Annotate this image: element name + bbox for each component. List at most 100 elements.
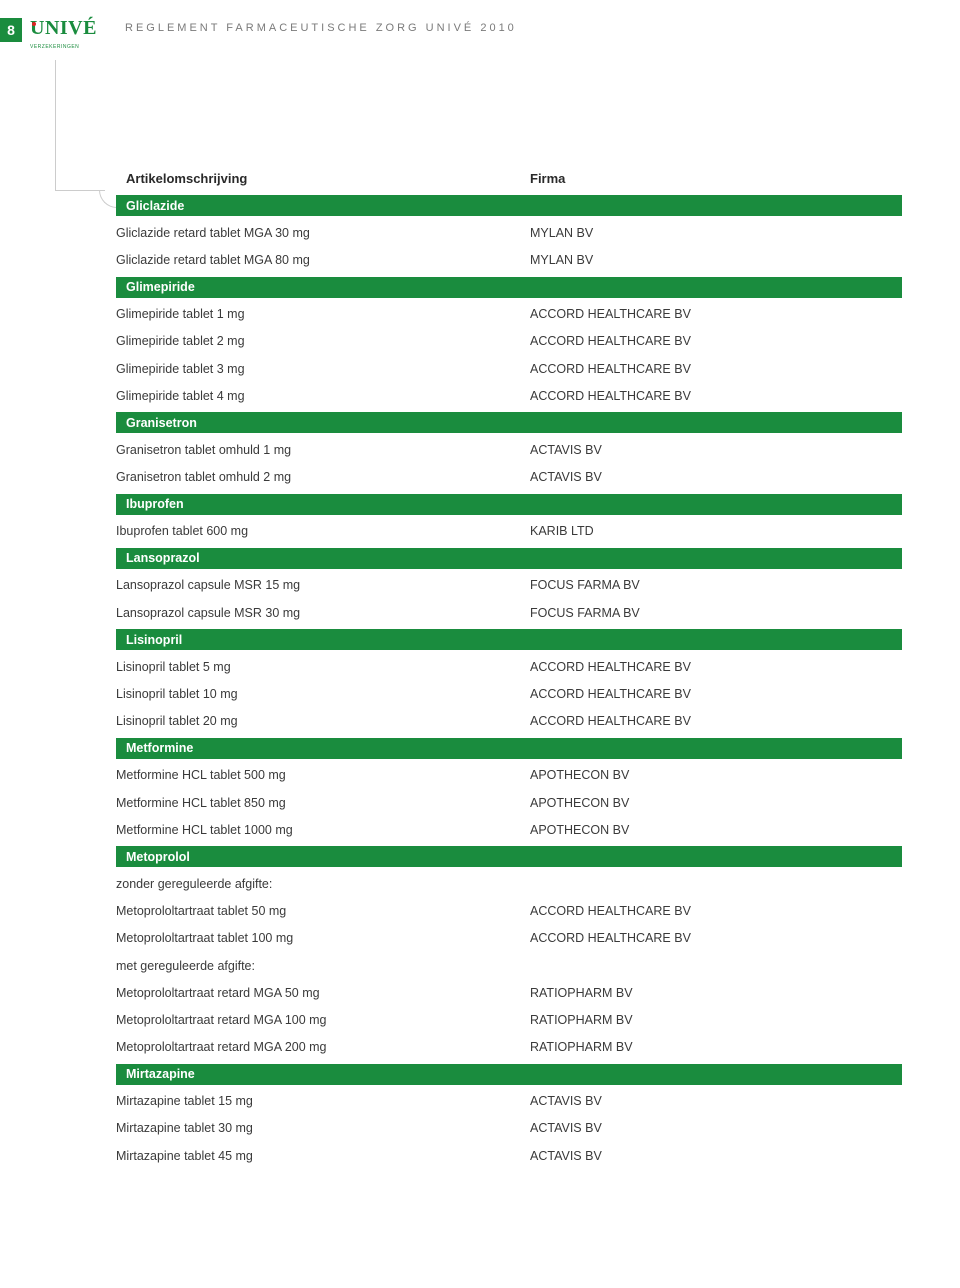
cell-article: Granisetron tablet omhuld 1 mg [116,443,526,457]
cell-article: Lansoprazol capsule MSR 30 mg [116,606,526,620]
cell-article: Granisetron tablet omhuld 2 mg [116,470,526,484]
logo: UNIVÉ VERZEKERINGEN [30,16,112,50]
table-row: Metoprololtartraat retard MGA 50 mgRATIO… [116,979,902,1006]
cell-firm: MYLAN BV [526,253,902,267]
cell-firm: ACCORD HEALTHCARE BV [526,389,902,403]
table-row: Gliclazide retard tablet MGA 80 mgMYLAN … [116,246,902,273]
decorative-rule-vertical [55,60,56,190]
cell-firm: RATIOPHARM BV [526,986,902,1000]
section-header: Glimepiride [116,277,902,298]
section-label: Mirtazapine [116,1067,526,1081]
table-header-row: Artikelomschrijving Firma [116,165,902,192]
table-row: Lisinopril tablet 5 mgACCORD HEALTHCARE … [116,653,902,680]
section-header: Gliclazide [116,195,902,216]
cell-firm: ACTAVIS BV [526,1149,902,1163]
cell-article: Metformine HCL tablet 850 mg [116,796,526,810]
cell-firm: FOCUS FARMA BV [526,606,902,620]
table-row: Mirtazapine tablet 30 mgACTAVIS BV [116,1115,902,1142]
cell-firm: APOTHECON BV [526,796,902,810]
cell-article: Glimepiride tablet 3 mg [116,362,526,376]
cell-firm: APOTHECON BV [526,768,902,782]
section-header: Mirtazapine [116,1064,902,1085]
section-header: Ibuprofen [116,494,902,515]
cell-article: Glimepiride tablet 1 mg [116,307,526,321]
cell-article: Glimepiride tablet 2 mg [116,334,526,348]
cell-article: Metoprololtartraat retard MGA 50 mg [116,986,526,1000]
cell-article: Metoprololtartraat retard MGA 100 mg [116,1013,526,1027]
table-row: Glimepiride tablet 1 mgACCORD HEALTHCARE… [116,301,902,328]
table-row: Metoprololtartraat retard MGA 100 mgRATI… [116,1006,902,1033]
table-row: Metformine HCL tablet 500 mgAPOTHECON BV [116,762,902,789]
cell-article: Metformine HCL tablet 500 mg [116,768,526,782]
table-row: Lisinopril tablet 20 mgACCORD HEALTHCARE… [116,708,902,735]
note-text: zonder gereguleerde afgifte: [116,877,526,891]
section-header: Lisinopril [116,629,902,650]
section-label: Granisetron [116,416,526,430]
table-row: Granisetron tablet omhuld 2 mgACTAVIS BV [116,464,902,491]
cell-firm: MYLAN BV [526,226,902,240]
table-row: Glimepiride tablet 4 mgACCORD HEALTHCARE… [116,382,902,409]
page-number-badge: 8 [0,18,22,42]
cell-firm: ACCORD HEALTHCARE BV [526,687,902,701]
cell-article: Mirtazapine tablet 45 mg [116,1149,526,1163]
cell-article: Lisinopril tablet 5 mg [116,660,526,674]
cell-article: Mirtazapine tablet 15 mg [116,1094,526,1108]
table-row: Granisetron tablet omhuld 1 mgACTAVIS BV [116,436,902,463]
cell-article: Mirtazapine tablet 30 mg [116,1121,526,1135]
section-label: Ibuprofen [116,497,526,511]
cell-article: Glimepiride tablet 4 mg [116,389,526,403]
section-header: Metoprolol [116,846,902,867]
table-row: Metoprololtartraat tablet 50 mgACCORD HE… [116,898,902,925]
cell-firm: ACTAVIS BV [526,470,902,484]
section-label: Metformine [116,741,526,755]
logo-subtext: VERZEKERINGEN [30,44,112,50]
column-header-firm: Firma [526,171,902,186]
cell-article: Metoprololtartraat tablet 50 mg [116,904,526,918]
cell-firm: ACCORD HEALTHCARE BV [526,362,902,376]
cell-firm: RATIOPHARM BV [526,1040,902,1054]
cell-article: Metformine HCL tablet 1000 mg [116,823,526,837]
table-row: Lansoprazol capsule MSR 15 mgFOCUS FARMA… [116,572,902,599]
cell-firm: FOCUS FARMA BV [526,578,902,592]
cell-firm: APOTHECON BV [526,823,902,837]
section-header: Lansoprazol [116,548,902,569]
cell-firm: ACTAVIS BV [526,443,902,457]
table-row: Metformine HCL tablet 850 mgAPOTHECON BV [116,789,902,816]
cell-article: Ibuprofen tablet 600 mg [116,524,526,538]
column-header-article: Artikelomschrijving [116,171,526,186]
cell-article: Lisinopril tablet 10 mg [116,687,526,701]
table-row: Lansoprazol capsule MSR 30 mgFOCUS FARMA… [116,599,902,626]
document-title: REGLEMENT FARMACEUTISCHE ZORG UNIVÉ 2010 [125,22,517,34]
table-row: Mirtazapine tablet 15 mgACTAVIS BV [116,1088,902,1115]
note-text: met gereguleerde afgifte: [116,959,526,973]
section-label: Metoprolol [116,850,526,864]
page-number: 8 [7,22,15,38]
cell-article: Metoprololtartraat tablet 100 mg [116,931,526,945]
table-row: Metoprololtartraat tablet 100 mgACCORD H… [116,925,902,952]
cell-article: Lansoprazol capsule MSR 15 mg [116,578,526,592]
decorative-rule-curve [99,190,117,208]
table-row: Metoprololtartraat retard MGA 200 mgRATI… [116,1034,902,1061]
cell-firm: KARIB LTD [526,524,902,538]
cell-firm: ACCORD HEALTHCARE BV [526,714,902,728]
section-label: Lansoprazol [116,551,526,565]
section-header: Granisetron [116,412,902,433]
table-row: Glimepiride tablet 3 mgACCORD HEALTHCARE… [116,355,902,382]
cell-firm: ACCORD HEALTHCARE BV [526,660,902,674]
table-row: Lisinopril tablet 10 mgACCORD HEALTHCARE… [116,680,902,707]
section-label: Gliclazide [116,199,526,213]
svg-text:UNIVÉ: UNIVÉ [30,16,97,39]
cell-firm: ACCORD HEALTHCARE BV [526,904,902,918]
cell-firm: ACTAVIS BV [526,1094,902,1108]
section-header: Metformine [116,738,902,759]
cell-firm: ACCORD HEALTHCARE BV [526,931,902,945]
cell-article: Lisinopril tablet 20 mg [116,714,526,728]
table-row: Metformine HCL tablet 1000 mgAPOTHECON B… [116,816,902,843]
cell-article: Gliclazide retard tablet MGA 30 mg [116,226,526,240]
page: 8 UNIVÉ VERZEKERINGEN REGLEMENT FARMACEU… [0,0,960,1288]
section-label: Lisinopril [116,633,526,647]
section-label: Glimepiride [116,280,526,294]
cell-firm: ACCORD HEALTHCARE BV [526,307,902,321]
cell-firm: ACTAVIS BV [526,1121,902,1135]
logo-text: UNIVÉ [30,16,112,43]
